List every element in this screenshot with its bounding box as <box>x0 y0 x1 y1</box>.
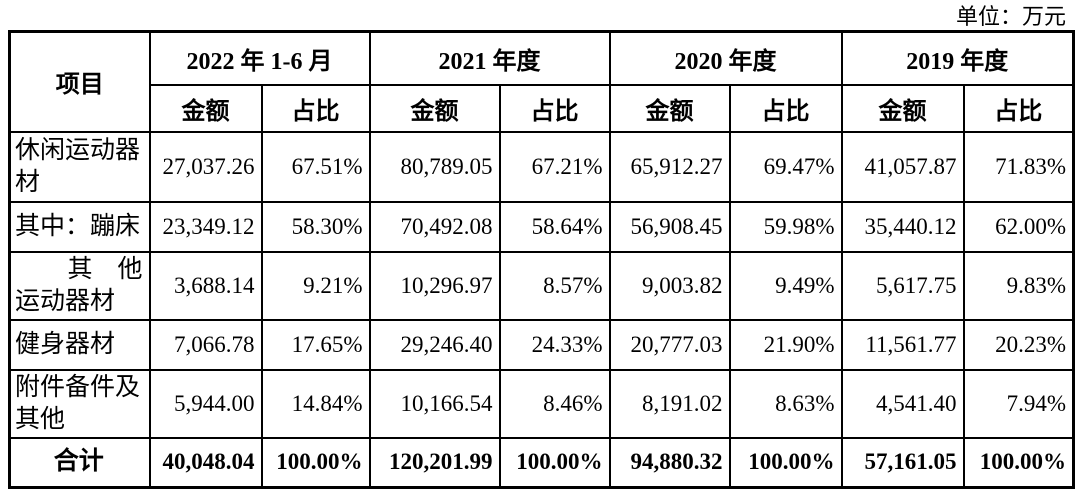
table-row: 休闲运动器 材 27,037.26 67.51% 80,789.05 67.21… <box>8 130 1075 203</box>
total-amount-cell: 40,048.04 <box>148 436 263 489</box>
item-column-header: 项目 <box>8 30 151 133</box>
row-label-line: 健身器材 <box>15 330 116 358</box>
period-header-2021: 2021 年度 <box>368 30 611 86</box>
ratio-cell: 17.65% <box>260 318 371 371</box>
ratio-cell: 7.94% <box>962 368 1075 439</box>
total-ratio-cell: 100.00% <box>260 436 371 489</box>
total-amount-cell: 94,880.32 <box>608 436 731 489</box>
amount-cell: 20,777.03 <box>608 318 731 371</box>
amount-cell: 56,908.45 <box>608 200 731 253</box>
row-label-line: 休闲运动器 <box>15 136 141 164</box>
ratio-cell: 71.83% <box>962 130 1075 203</box>
amount-cell: 10,166.54 <box>368 368 501 439</box>
row-label: 健身器材 <box>8 318 151 371</box>
amount-cell: 8,191.02 <box>608 368 731 439</box>
amount-cell: 29,246.40 <box>368 318 501 371</box>
amount-cell: 80,789.05 <box>368 130 501 203</box>
table-row: 健身器材 7,066.78 17.65% 29,246.40 24.33% 20… <box>8 318 1075 371</box>
revenue-breakdown-table: 项目 2022 年 1-6 月 2021 年度 2020 年度 2019 年度 … <box>8 30 1075 489</box>
unit-label: 单位：万元 <box>955 4 1066 29</box>
table-row: 附件备件及 其他 5,944.00 14.84% 10,166.54 8.46%… <box>8 368 1075 439</box>
ratio-cell: 9.83% <box>962 250 1075 321</box>
row-label-line: 材 <box>15 168 41 196</box>
period-header-2022h1: 2022 年 1-6 月 <box>148 30 371 86</box>
amount-cell: 41,057.87 <box>840 130 965 203</box>
amount-cell: 65,912.27 <box>608 130 731 203</box>
period-header-2020: 2020 年度 <box>608 30 843 86</box>
row-label-line: 附件备件及 <box>15 373 141 401</box>
ratio-cell: 24.33% <box>498 318 611 371</box>
amount-cell: 5,944.00 <box>148 368 263 439</box>
amount-header: 金额 <box>148 83 263 133</box>
total-amount-cell: 120,201.99 <box>368 436 501 489</box>
row-label: 其 他 运动器材 <box>8 250 151 321</box>
amount-cell: 70,492.08 <box>368 200 501 253</box>
ratio-cell: 67.51% <box>260 130 371 203</box>
ratio-cell: 14.84% <box>260 368 371 439</box>
amount-cell: 35,440.12 <box>840 200 965 253</box>
row-label-line: 其中：蹦床 <box>15 212 141 240</box>
amount-header: 金额 <box>840 83 965 133</box>
ratio-header: 占比 <box>728 83 843 133</box>
total-ratio-cell: 100.00% <box>728 436 843 489</box>
ratio-header: 占比 <box>962 83 1075 133</box>
ratio-cell: 59.98% <box>728 200 843 253</box>
total-amount-cell: 57,161.05 <box>840 436 965 489</box>
ratio-cell: 69.47% <box>728 130 843 203</box>
ratio-cell: 62.00% <box>962 200 1075 253</box>
total-row-label: 合计 <box>8 436 151 489</box>
amount-cell: 10,296.97 <box>368 250 501 321</box>
row-label: 休闲运动器 材 <box>8 130 151 203</box>
ratio-header: 占比 <box>498 83 611 133</box>
amount-cell: 5,617.75 <box>840 250 965 321</box>
period-header-2019: 2019 年度 <box>840 30 1075 86</box>
amount-cell: 9,003.82 <box>608 250 731 321</box>
total-row: 合计 40,048.04 100.00% 120,201.99 100.00% … <box>8 436 1075 489</box>
ratio-header: 占比 <box>260 83 371 133</box>
ratio-cell: 67.21% <box>498 130 611 203</box>
amount-cell: 3,688.14 <box>148 250 263 321</box>
amount-cell: 11,561.77 <box>840 318 965 371</box>
total-ratio-cell: 100.00% <box>498 436 611 489</box>
ratio-cell: 9.21% <box>260 250 371 321</box>
row-label-line: 其 他 <box>67 255 143 283</box>
ratio-cell: 58.64% <box>498 200 611 253</box>
ratio-cell: 21.90% <box>728 318 843 371</box>
ratio-cell: 8.57% <box>498 250 611 321</box>
row-label: 其中：蹦床 <box>8 200 151 253</box>
amount-header: 金额 <box>368 83 501 133</box>
total-ratio-cell: 100.00% <box>962 436 1075 489</box>
amount-header: 金额 <box>608 83 731 133</box>
amount-cell: 7,066.78 <box>148 318 263 371</box>
ratio-cell: 20.23% <box>962 318 1075 371</box>
row-label: 附件备件及 其他 <box>8 368 151 439</box>
row-label-line: 其他 <box>15 405 66 433</box>
table-row: 其中：蹦床 23,349.12 58.30% 70,492.08 58.64% … <box>8 200 1075 253</box>
row-label-line: 运动器材 <box>15 287 116 315</box>
ratio-cell: 8.46% <box>498 368 611 439</box>
amount-cell: 4,541.40 <box>840 368 965 439</box>
ratio-cell: 8.63% <box>728 368 843 439</box>
amount-cell: 27,037.26 <box>148 130 263 203</box>
ratio-cell: 9.49% <box>728 250 843 321</box>
amount-cell: 23,349.12 <box>148 200 263 253</box>
table-row: 其 他 运动器材 3,688.14 9.21% 10,296.97 8.57% … <box>8 250 1075 321</box>
ratio-cell: 58.30% <box>260 200 371 253</box>
